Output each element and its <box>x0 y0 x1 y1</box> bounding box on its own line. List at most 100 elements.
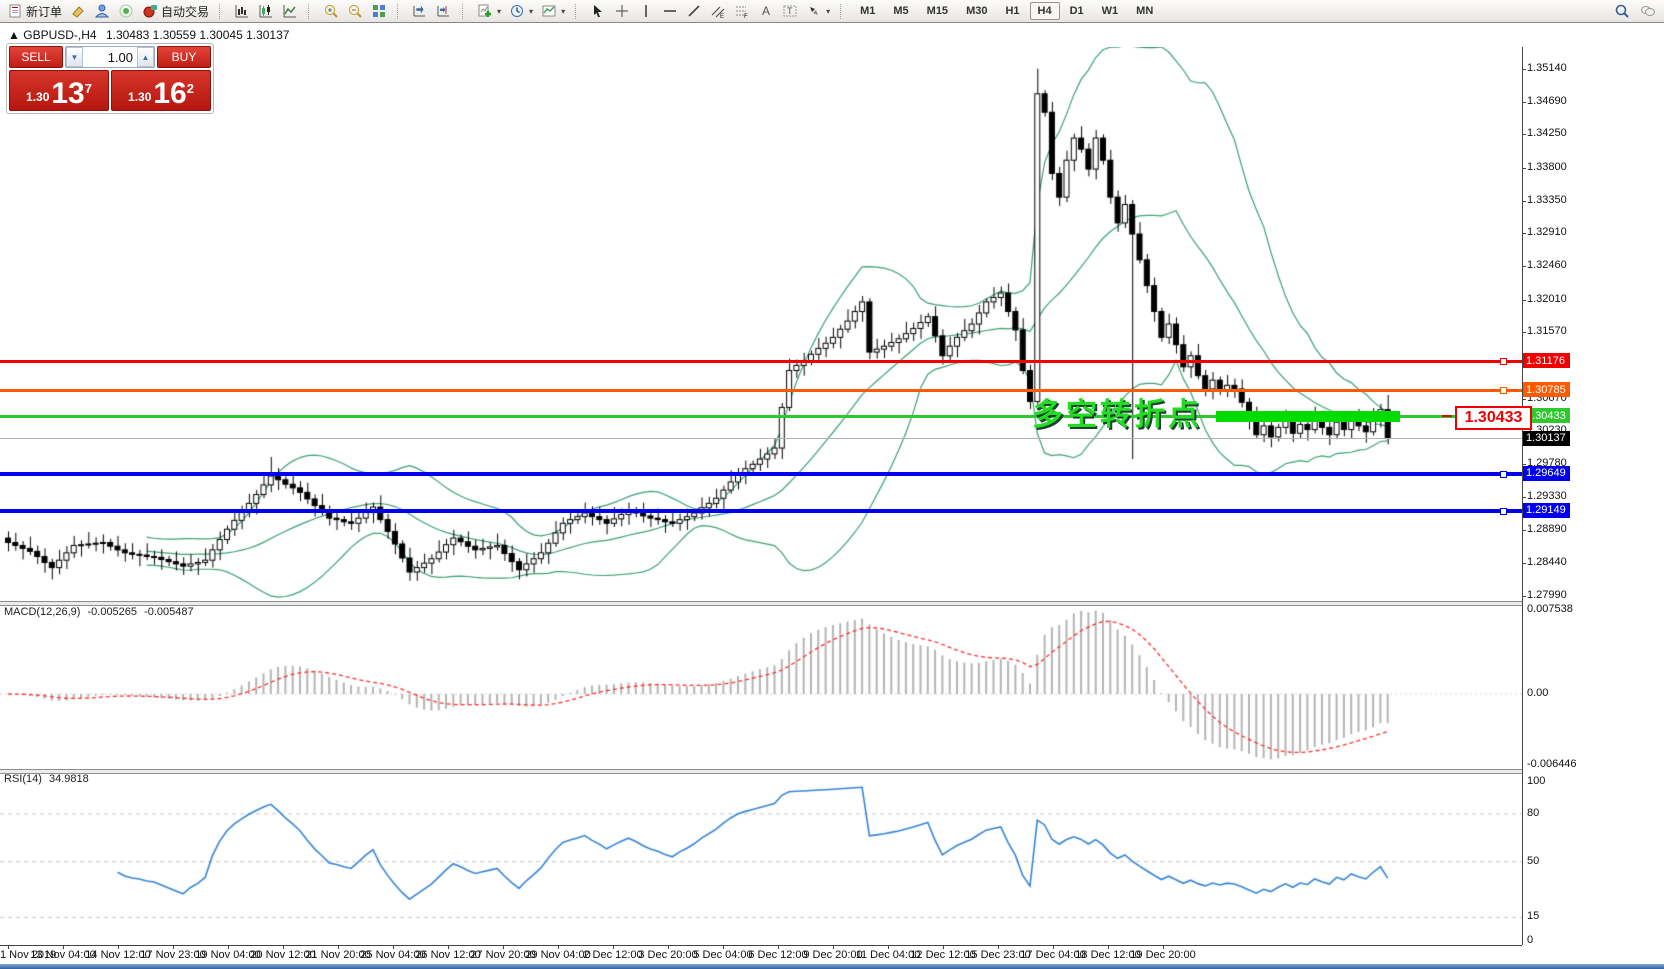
sell-price-sup: 7 <box>84 81 92 96</box>
support-line-blue-1[interactable] <box>0 471 1522 476</box>
label-tool-button[interactable]: T <box>778 2 802 20</box>
eraser-button[interactable] <box>66 2 90 20</box>
chart-area: ▲ GBPUSD-,H4 1.30483 1.30559 1.30045 1.3… <box>0 22 1664 969</box>
template-button[interactable]: ▾ <box>537 2 569 20</box>
svg-text:E: E <box>720 14 724 19</box>
support-chat-button[interactable] <box>90 2 114 20</box>
price-tick-mark <box>1522 464 1526 466</box>
price-tag-dash <box>1442 415 1452 417</box>
macd-pane-splitter[interactable] <box>0 601 1522 606</box>
collapse-arrow-icon[interactable]: ▲ <box>8 28 20 42</box>
period-button[interactable]: ▾ <box>505 2 537 20</box>
price-axis[interactable] <box>1522 47 1523 945</box>
rsi-pane-splitter[interactable] <box>0 769 1522 774</box>
pivot-zone-bar[interactable] <box>1216 410 1400 422</box>
resistance-line-orange[interactable] <box>0 388 1522 392</box>
toolbar-grip <box>462 3 467 19</box>
price-tick-mark <box>1522 233 1526 235</box>
add-indicator-icon <box>477 3 493 19</box>
price-tick-label: 1.31570 <box>1527 325 1567 338</box>
rsi-axis-label: 15 <box>1527 910 1540 922</box>
buy-price-big: 16 <box>153 77 187 110</box>
timeframe-mn[interactable]: MN <box>1136 5 1154 17</box>
support-line-blue-2[interactable] <box>0 508 1522 513</box>
auto-scroll-icon <box>412 3 428 19</box>
timeframe-m15[interactable]: M15 <box>926 5 949 17</box>
toolbar-grip <box>840 3 845 19</box>
chart-shift-button[interactable] <box>432 2 456 20</box>
symbol-name: GBPUSD-,H4 <box>23 28 97 42</box>
zoom-out-button[interactable] <box>343 2 367 20</box>
rsi-axis-label: 50 <box>1527 855 1540 867</box>
timeframe-d1[interactable]: D1 <box>1069 5 1084 17</box>
buy-price[interactable]: 1.30 16 2 <box>111 70 211 111</box>
timeframe-h1[interactable]: H1 <box>1005 5 1020 17</box>
vertical-line-tool-button[interactable] <box>634 2 658 20</box>
price-tick-label: 1.32010 <box>1527 292 1567 305</box>
sell-price[interactable]: 1.30 13 7 <box>9 70 109 111</box>
candlestick-chart-button[interactable] <box>254 2 278 20</box>
bull-bear-turning-point-note[interactable]: 多空转折点 <box>1032 397 1202 432</box>
time-axis-label: 2 Dec 12:00 <box>583 949 643 961</box>
template-icon <box>541 3 557 19</box>
line-chart-button[interactable] <box>278 2 302 20</box>
timeframe-w1[interactable]: W1 <box>1101 5 1119 17</box>
new-order-icon <box>7 3 23 19</box>
search-icon[interactable] <box>1614 3 1630 19</box>
tile-windows-icon <box>371 3 387 19</box>
volume-decrease-button[interactable]: ▼ <box>66 47 83 67</box>
toolbar-grip <box>575 3 580 19</box>
bar-chart-button[interactable] <box>230 2 254 20</box>
volume-value[interactable]: 1.00 <box>107 49 133 65</box>
zoom-in-button[interactable] <box>319 2 343 20</box>
text-tool-button[interactable]: A <box>754 2 778 20</box>
autotrade-button[interactable]: 自动交易 <box>138 2 213 21</box>
price-tick-mark <box>1522 299 1526 301</box>
cursor-tool-button[interactable] <box>586 2 610 20</box>
auto-scroll-button[interactable] <box>408 2 432 20</box>
vertical-line-icon <box>638 3 654 19</box>
new-order-button[interactable]: 新订单 <box>3 2 66 21</box>
buy-button[interactable]: BUY <box>157 46 211 68</box>
timeframe-m5[interactable]: M5 <box>893 5 909 17</box>
current-price-label: 1.30137 <box>1523 430 1570 446</box>
support-line-blue-1-marker[interactable] <box>1500 470 1507 478</box>
arrows-tool-button[interactable]: ▾ <box>802 2 834 20</box>
price-tick-label: 1.32910 <box>1527 226 1567 239</box>
chart-shift-icon <box>436 3 452 19</box>
chart-canvas[interactable] <box>0 47 1522 945</box>
zoom-in-icon <box>323 3 339 19</box>
crosshair-tool-button[interactable] <box>610 2 634 20</box>
timeframe-h4[interactable]: H4 <box>1029 2 1060 20</box>
support-line-blue-1-price-label: 1.29649 <box>1523 465 1570 481</box>
signal-button[interactable] <box>114 2 138 20</box>
price-tick-mark <box>1522 101 1526 103</box>
price-tick-mark <box>1522 529 1526 531</box>
fibonacci-tool-button[interactable]: F <box>730 2 754 20</box>
bar-chart-icon <box>234 3 250 19</box>
pivot-line-green[interactable] <box>0 414 1522 418</box>
buy-price-sup: 2 <box>186 81 194 96</box>
signal-icon <box>118 3 134 19</box>
add-indicator-button[interactable]: ▾ <box>473 2 505 20</box>
support-line-blue-2-marker[interactable] <box>1500 507 1507 515</box>
price-tick-mark <box>1522 398 1526 400</box>
trendline-tool-button[interactable] <box>682 2 706 20</box>
new-order-label: 新订单 <box>26 4 63 19</box>
channel-tool-button[interactable]: E <box>706 2 730 20</box>
svg-text:T: T <box>787 6 793 16</box>
sell-button[interactable]: SELL <box>9 46 63 68</box>
horizontal-line-tool-button[interactable] <box>658 2 682 20</box>
timeframe-m1[interactable]: M1 <box>860 5 876 17</box>
pivot-price-tag[interactable]: 1.30433 <box>1455 406 1532 430</box>
resistance-line-red-marker[interactable] <box>1500 358 1507 366</box>
community-chat-icon[interactable] <box>1640 3 1656 19</box>
price-tick-label: 1.28890 <box>1527 522 1567 535</box>
resistance-line-orange-marker[interactable] <box>1500 387 1507 395</box>
pivot-line-green-price-label: 1.30433 <box>1523 408 1570 424</box>
macd-axis-label: -0.006446 <box>1527 758 1577 770</box>
volume-increase-button[interactable]: ▲ <box>137 47 154 67</box>
resistance-line-red[interactable] <box>0 359 1522 363</box>
timeframe-m30[interactable]: M30 <box>966 5 988 17</box>
tile-windows-button[interactable] <box>367 2 391 20</box>
